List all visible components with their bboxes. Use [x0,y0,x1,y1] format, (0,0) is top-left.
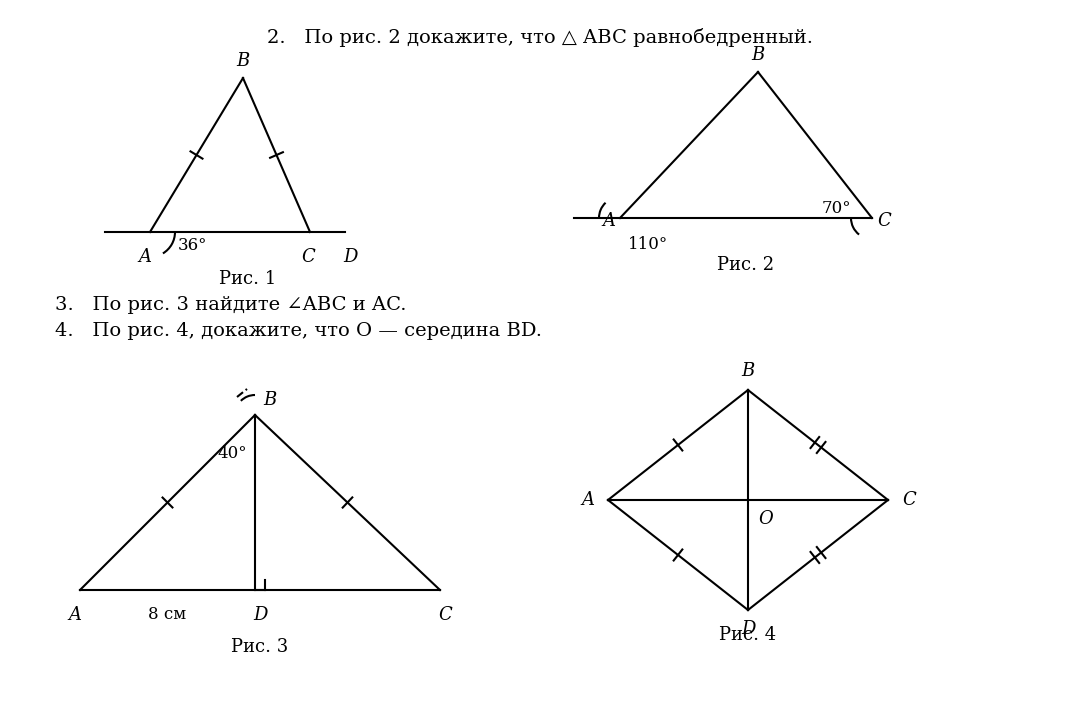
Text: 3.   По рис. 3 найдите ∠ABC и AC.: 3. По рис. 3 найдите ∠ABC и AC. [55,296,406,314]
Text: C: C [438,606,451,624]
Text: 40°: 40° [217,445,246,462]
Text: A: A [68,606,81,624]
Text: Рис. 1: Рис. 1 [219,270,276,288]
Text: D: D [342,248,357,266]
Text: 8 см: 8 см [148,606,187,623]
Text: 110°: 110° [627,236,669,253]
Text: A: A [602,212,615,230]
Text: B: B [237,52,249,70]
Text: C: C [301,248,315,266]
Text: Рис. 4: Рис. 4 [719,626,777,644]
Text: 70°: 70° [822,200,852,217]
Text: B: B [741,362,755,380]
Text: 36°: 36° [178,237,207,254]
Text: Рис. 3: Рис. 3 [231,638,288,656]
Text: D: D [741,620,755,638]
Text: C: C [902,491,916,509]
Text: B: B [752,46,765,64]
Text: 4.   По рис. 4, докажите, что O — середина BD.: 4. По рис. 4, докажите, что O — середина… [55,322,542,340]
Text: A: A [138,248,151,266]
Text: C: C [877,212,891,230]
Text: D: D [253,606,267,624]
Text: 2.   По рис. 2 докажите, что △ ABC равнобедренный.: 2. По рис. 2 докажите, что △ ABC равнобе… [267,28,813,47]
Text: A: A [581,491,594,509]
Text: B: B [264,391,276,409]
Text: O: O [758,510,773,528]
Text: Рис. 2: Рис. 2 [717,256,774,274]
